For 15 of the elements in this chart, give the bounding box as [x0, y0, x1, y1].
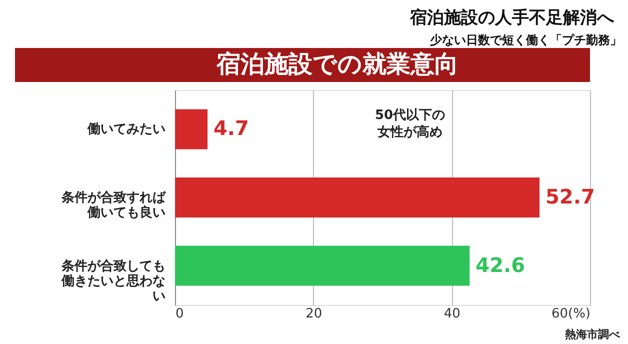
- y-tick-label: 条件が合致しても働きたいと思わない: [60, 258, 166, 304]
- annotation: 50代以下の女性が高め: [374, 108, 446, 140]
- text: 少ない日数で短く働く「プチ勤務」: [429, 33, 622, 47]
- data-label: 42.6: [476, 252, 526, 277]
- chart-title: 宿泊施設での就業意向: [216, 50, 458, 78]
- y-tick-label: 条件が合致すれば働いても良い: [60, 190, 166, 220]
- x-tick-label: 40: [444, 306, 460, 322]
- data-label: 52.7: [546, 184, 595, 208]
- text: 熱海市調べ: [564, 328, 621, 341]
- y-tick-label: 働いてみたい: [86, 122, 166, 138]
- text: 宿泊施設の人手不足解消へ: [409, 8, 615, 28]
- data-label: 4.7: [214, 116, 249, 140]
- x-tick-label: 60(%): [551, 306, 590, 322]
- x-tick-label: 20: [306, 306, 322, 322]
- x-tick-label: 0: [176, 306, 184, 322]
